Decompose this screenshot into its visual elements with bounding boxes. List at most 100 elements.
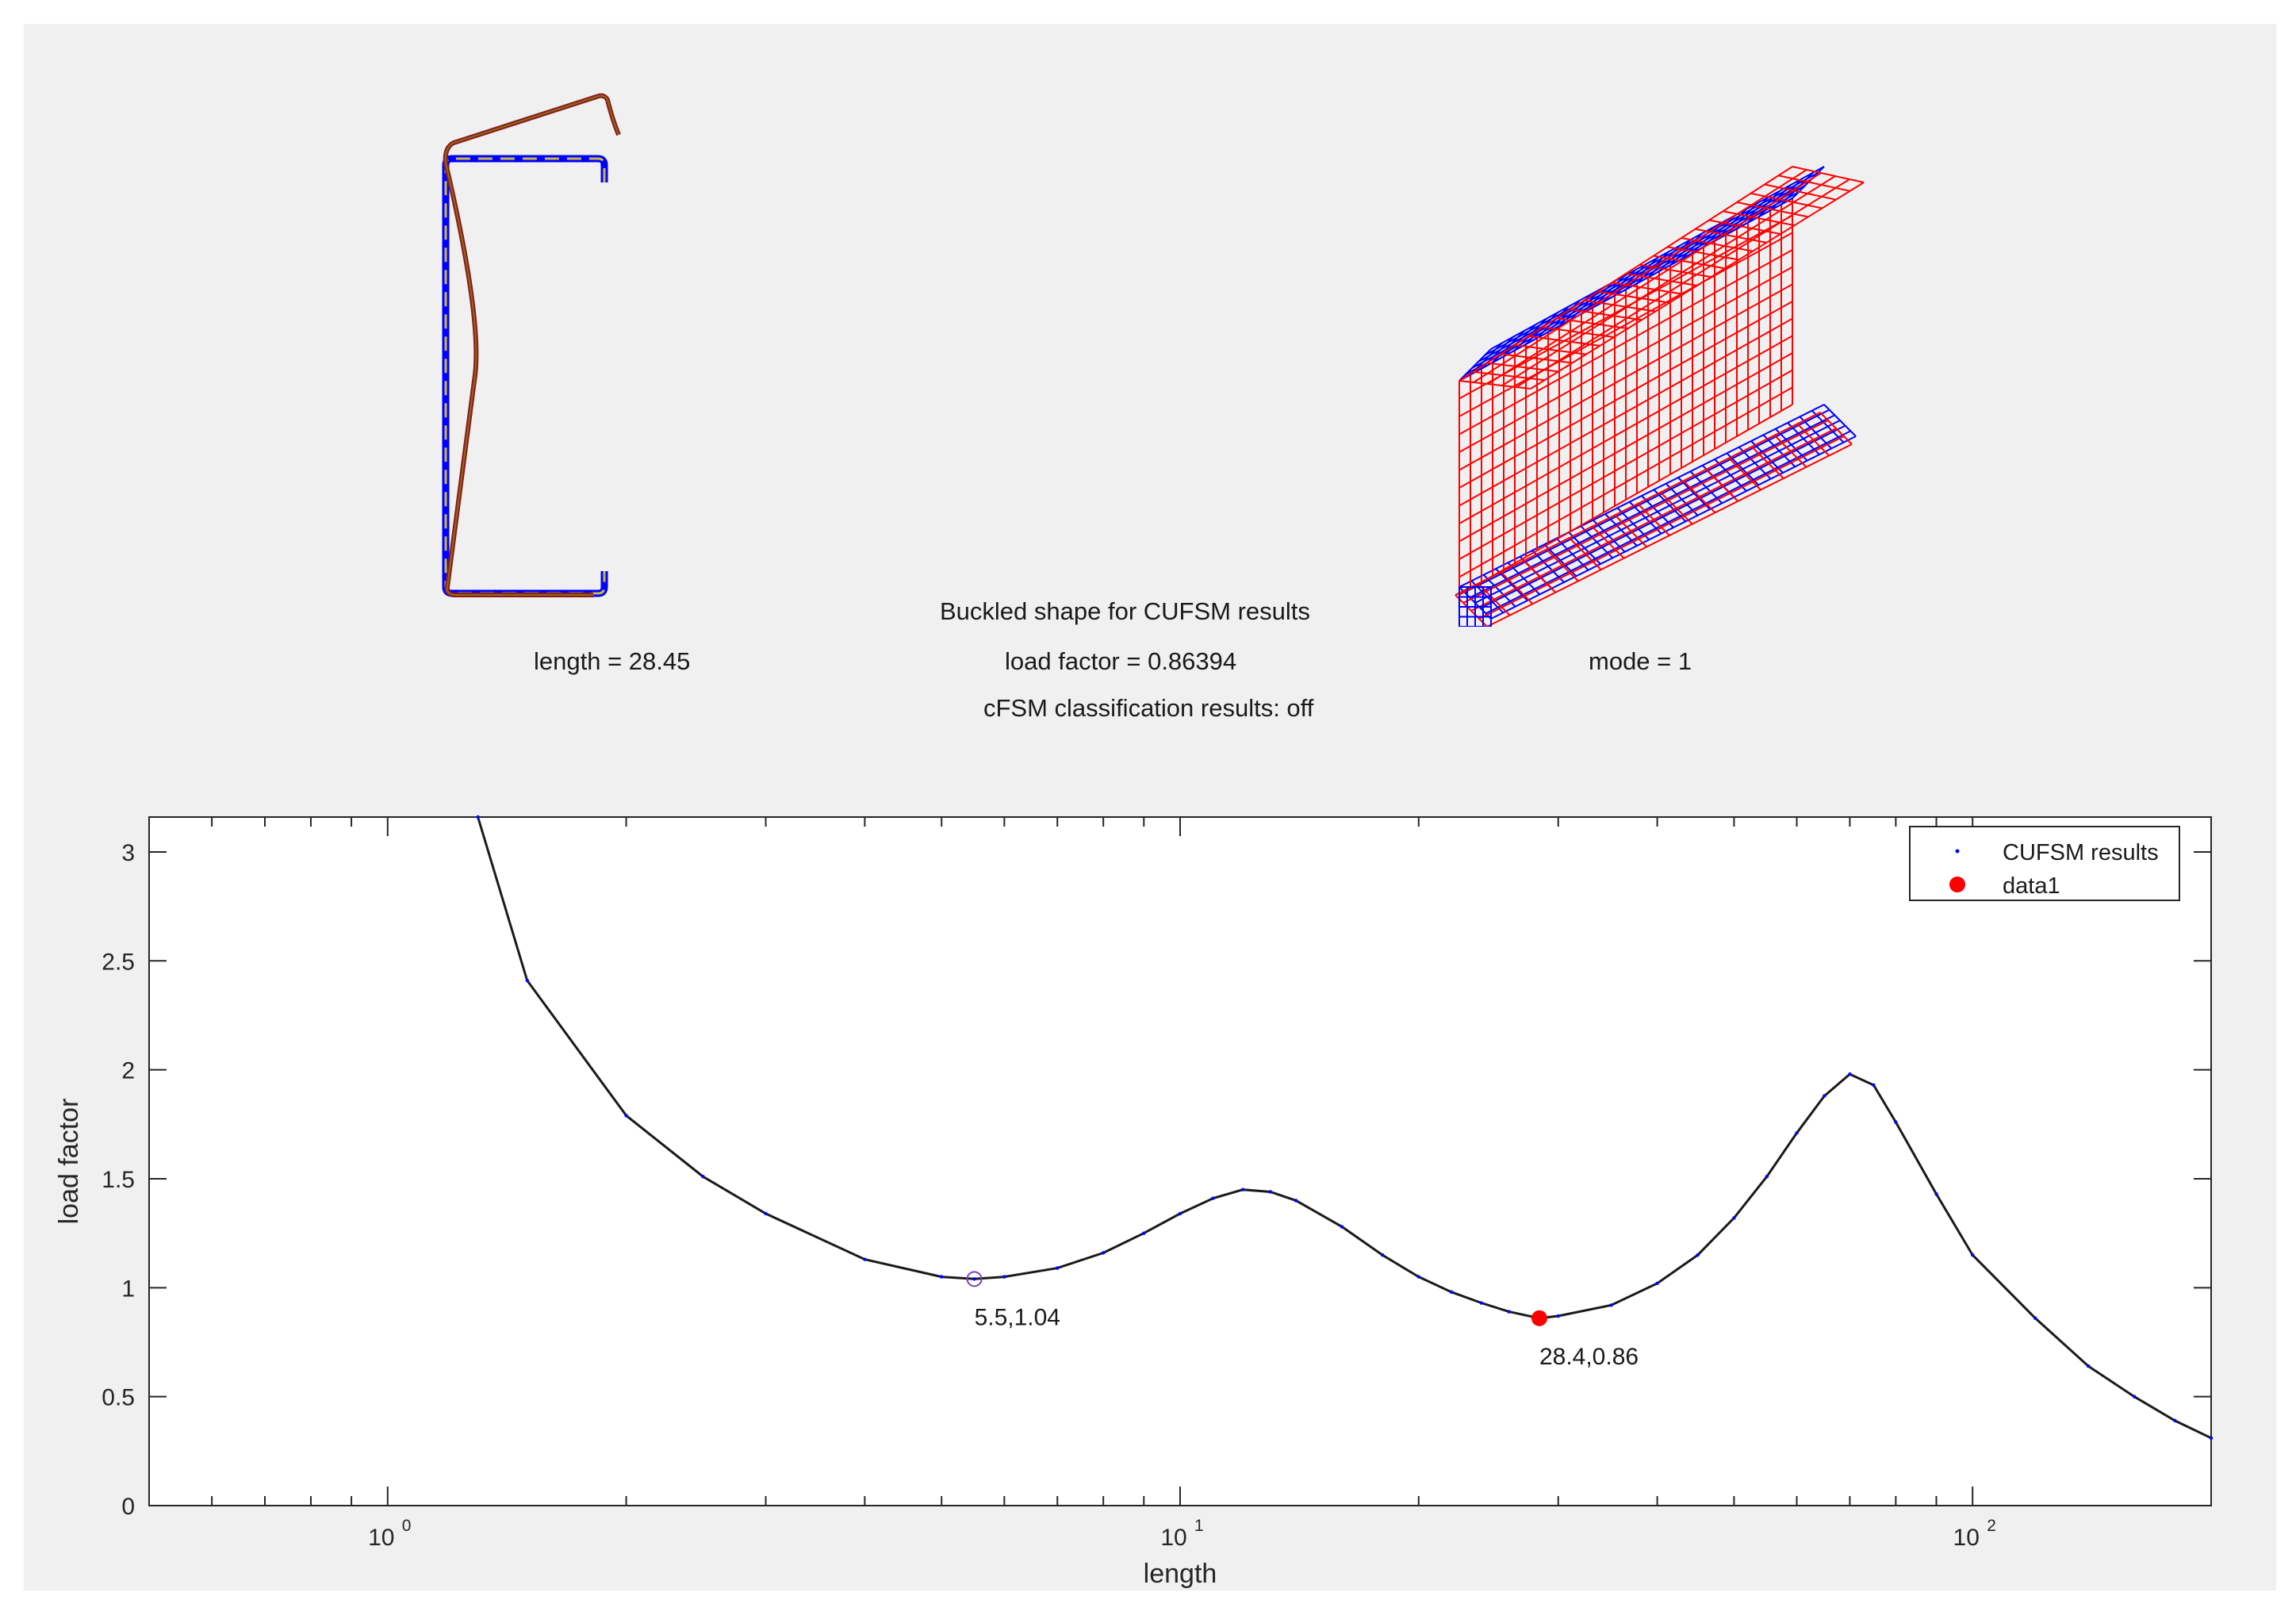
mesh-top-flange-deformed	[1584, 299, 1656, 313]
mesh-top-flange	[1490, 166, 1825, 350]
signature-curve-line	[477, 816, 2212, 1440]
y-tick-label: 1	[121, 1276, 135, 1302]
mesh-top-flange-deformed	[1486, 362, 1559, 373]
curve-data-point	[525, 978, 529, 983]
curve-data-point	[764, 1211, 768, 1216]
y-tick-label: 1.5	[102, 1167, 135, 1193]
mesh-web	[1458, 386, 1793, 578]
mesh-top-flange-deformed	[1639, 263, 1711, 278]
curve-data-point	[2173, 1418, 2177, 1423]
mesh-top-flange-deformed	[1514, 344, 1587, 355]
mesh-web	[1458, 404, 1793, 596]
curve-data-point	[1795, 1131, 1799, 1135]
mesh-top-flange-deformed	[1750, 192, 1823, 209]
mesh-web	[1458, 369, 1793, 560]
curve-data-point	[1449, 1290, 1454, 1295]
curve-data-point	[863, 1257, 867, 1261]
mesh-top-flange-deformed	[1528, 335, 1600, 347]
x-axis-label: length	[1144, 1559, 1217, 1589]
mesh-top-flange-deformed	[1516, 178, 1850, 388]
x-tick-exponent: 1	[1194, 1517, 1204, 1535]
y-tick-label: 0	[121, 1494, 135, 1520]
mesh-top-flange-deformed	[1501, 175, 1836, 386]
mesh-top-flange-deformed	[1764, 183, 1837, 201]
curve-data-point	[2209, 1436, 2214, 1441]
curve-data-point	[1268, 1190, 1273, 1194]
legend[interactable]: CUFSM results data1	[1909, 826, 2180, 901]
curve-data-point	[1056, 1266, 1060, 1270]
curve-data-point	[1380, 1253, 1385, 1257]
curve-data-point	[1416, 1275, 1420, 1279]
curve-data-point	[1479, 1301, 1484, 1305]
mesh-web	[1458, 301, 1793, 489]
signature-curve-chart[interactable]: 0 0.5 1 1.5 2 2.5 3 10 0 10 1 10 2 5.5,1.04 28.4,0.86…	[24, 762, 2276, 1590]
curve-data-point	[476, 815, 480, 819]
mesh-top-flange-deformed	[1681, 237, 1754, 252]
mesh-top-flange-deformed	[1473, 370, 1545, 382]
curve-data-point	[1294, 1199, 1298, 1203]
mesh-top-flange	[1484, 172, 1819, 356]
y-tick-label: 3	[121, 840, 135, 866]
mesh-bottom-flange	[1469, 414, 1835, 599]
mesh-top-flange-deformed	[1530, 182, 1865, 389]
curve-data-point	[1507, 1310, 1511, 1314]
mesh-top-flange-deformed	[1597, 290, 1670, 304]
curve-data-point	[1971, 1253, 1975, 1257]
legend-series-2-label: data1	[2003, 873, 2060, 899]
curve-data-point	[1872, 1083, 1876, 1088]
mesh-top-flange-deformed	[1792, 166, 1865, 183]
curve-data-point	[1101, 1251, 1106, 1255]
cross-section-view	[442, 93, 621, 597]
curve-data-point	[1609, 1303, 1613, 1307]
plot-area[interactable]	[148, 816, 2212, 1506]
curve-data-point	[2033, 1316, 2037, 1320]
mesh-top-flange-deformed	[1473, 169, 1807, 383]
mesh-web	[1458, 283, 1793, 471]
mesh-bottom-flange-deformed	[1462, 420, 1829, 604]
curve-data-point	[1765, 1175, 1769, 1179]
y-tick-label: 2	[121, 1058, 135, 1084]
mesh-web	[1458, 335, 1793, 524]
mesh-top-flange-deformed	[1736, 201, 1809, 218]
x-tick-label: 10	[1160, 1525, 1186, 1551]
y-axis-label: load factor	[54, 1099, 84, 1225]
deformed-section-core	[444, 94, 619, 596]
selected-length-marker	[1531, 1310, 1547, 1326]
mesh-bottom-flange-deformed	[1470, 428, 1837, 612]
curve-data-point	[1732, 1216, 1736, 1220]
mesh-web	[1458, 249, 1793, 435]
mesh-top-flange-deformed	[1612, 282, 1684, 295]
legend-series-2-marker	[1949, 877, 1965, 892]
mesh-top-flange-deformed	[1458, 166, 1793, 382]
curve-data-point	[701, 1175, 705, 1179]
load-factor-readout: load factor = 0.86394	[1005, 647, 1237, 675]
mesh-top-flange-deformed	[1723, 210, 1795, 227]
curve-data-point	[940, 1275, 944, 1279]
mesh-web	[1458, 352, 1793, 543]
y-tick-label: 2.5	[102, 949, 135, 975]
mesh-top-flange-deformed	[1708, 219, 1781, 235]
curve-data-point	[1934, 1192, 1938, 1196]
curve-data-point	[2132, 1395, 2137, 1399]
curve-data-point	[1823, 1094, 1826, 1098]
x-tick-exponent: 2	[1987, 1517, 1996, 1535]
figure-panel: Buckled shape for CUFSM results length =…	[24, 24, 2276, 1590]
curve-data-point	[624, 1114, 628, 1118]
mesh-bottom-flange-deformed	[1478, 435, 1845, 620]
mesh-top-flange-deformed	[1667, 246, 1739, 261]
mesh-bottom-flange	[1458, 404, 1825, 588]
undeformed-section-inner	[444, 157, 606, 595]
mesh-top-flange-deformed	[1625, 273, 1698, 286]
legend-series-1-marker	[1955, 849, 1960, 854]
curve-data-point	[1142, 1231, 1146, 1235]
mesh-top-flange	[1478, 178, 1812, 363]
curve-data-point	[1696, 1253, 1700, 1257]
undeformed-section	[442, 155, 608, 597]
mesh-bottom-flange-deformed	[1486, 443, 1853, 627]
curve-data-point	[1240, 1188, 1245, 1191]
curve-data-point	[1655, 1281, 1659, 1286]
buckled-shape-title: Buckled shape for CUFSM results	[940, 597, 1310, 625]
mesh-top-flange-deformed	[1778, 175, 1850, 192]
mesh-top-flange-deformed	[1695, 228, 1767, 244]
curve-data-point	[1340, 1225, 1344, 1229]
